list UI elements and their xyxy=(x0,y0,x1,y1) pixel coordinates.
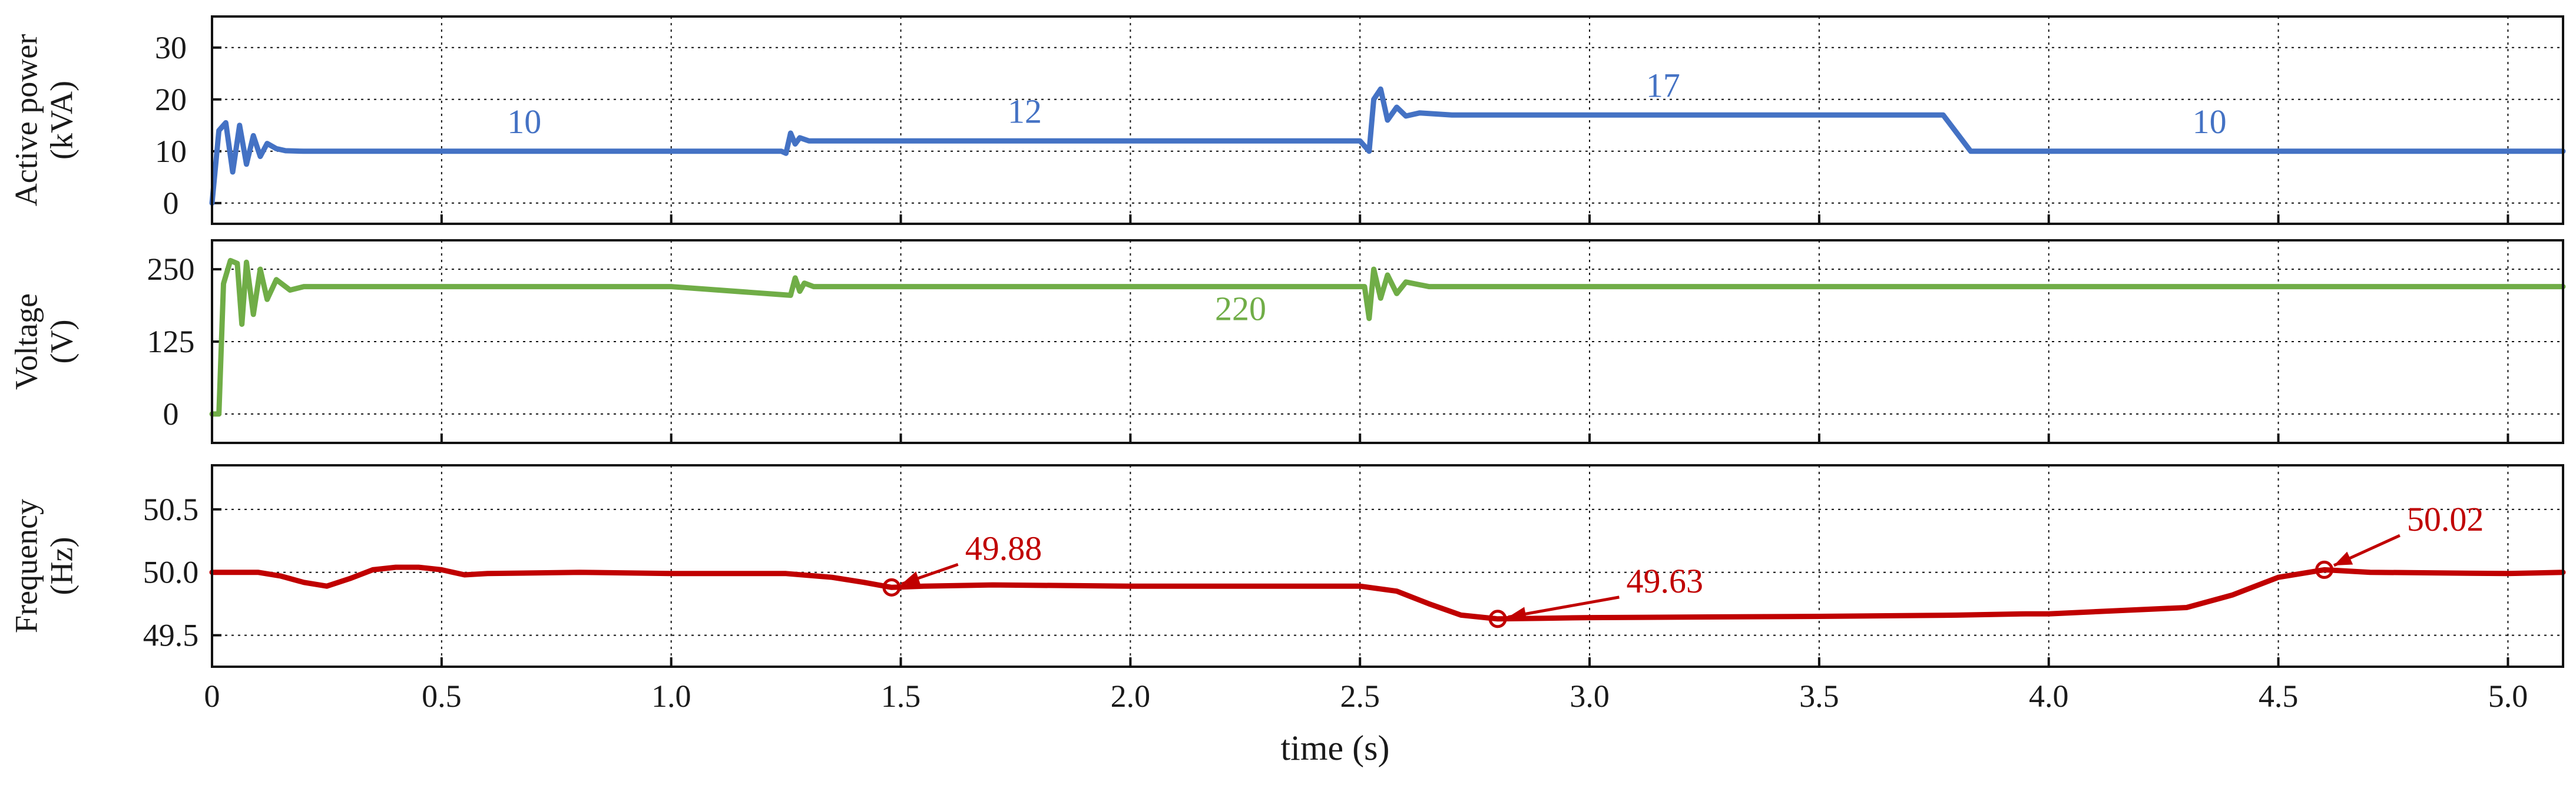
power-plot-frame xyxy=(211,15,2564,225)
frequency-marker-label: 49.63 xyxy=(1626,562,1703,600)
power-ytick-label: 20 xyxy=(155,82,187,117)
frequency-panel: 49.5 50.0 50.5 Frequency (Hz) 49.88 49.63 50.02 xyxy=(8,464,2566,668)
power-panel: 0 10 20 30 Active power (kVA) 10 12 17 10 xyxy=(8,15,2566,225)
voltage-value-annotation: 220 xyxy=(1215,290,1266,328)
power-ylabel-line: (kVA) xyxy=(44,81,79,160)
power-value-annotation: 10 xyxy=(2193,102,2227,141)
xtick-label: 0.5 xyxy=(422,679,462,714)
frequency-arrow-head xyxy=(1508,607,1527,621)
power-ylabel-line: Active power xyxy=(8,34,44,206)
xtick-label: 3.5 xyxy=(1799,679,1839,714)
frequency-ytick-label: 50.0 xyxy=(143,555,199,590)
frequency-marker-circle xyxy=(2315,560,2334,579)
xtick-label: 2.0 xyxy=(1111,679,1151,714)
power-series-line xyxy=(209,86,2566,206)
frequency-marker-circle xyxy=(1488,610,1507,628)
frequency-ytick-label: 49.5 xyxy=(143,618,199,653)
xtick-label: 0 xyxy=(204,679,220,714)
xtick-label: 3.0 xyxy=(1570,679,1610,714)
xtick-label: 2.5 xyxy=(1340,679,1380,714)
frequency-arrow-head xyxy=(901,571,921,585)
power-value-annotation: 12 xyxy=(1008,92,1042,130)
power-value-annotation: 10 xyxy=(507,102,541,141)
frequency-ylabel-line: (Hz) xyxy=(44,537,79,595)
frequency-marker-label: 50.02 xyxy=(2407,500,2484,538)
frequency-arrow-head xyxy=(2333,551,2353,565)
voltage-ytick-label: 250 xyxy=(147,251,195,287)
xtick-label: 1.0 xyxy=(651,679,691,714)
xtick-label: 4.0 xyxy=(2029,679,2069,714)
power-ytick-label: 0 xyxy=(163,186,179,221)
frequency-series-line xyxy=(209,564,2566,622)
voltage-ylabel-line: (V) xyxy=(44,320,79,364)
xtick-label: 5.0 xyxy=(2488,679,2528,714)
voltage-ytick-label: 125 xyxy=(147,324,195,359)
chart-panels: 0 10 20 30 Active power (kVA) 10 12 17 10 0 125 250 V… xyxy=(8,15,2566,668)
frequency-annotation-arrow xyxy=(1508,595,1620,619)
voltage-ylabel-line: Voltage xyxy=(8,293,44,390)
x-axis: 0 0.5 1.0 1.5 2.0 2.5 3.0 3.5 4.0 4.5 5.0 xyxy=(204,679,2528,714)
frequency-plot-frame xyxy=(211,464,2564,668)
voltage-plot-frame xyxy=(211,239,2564,444)
power-value-annotation: 17 xyxy=(1646,66,1680,104)
x-axis-label: time (s) xyxy=(1281,729,1390,767)
power-ytick-label: 10 xyxy=(155,134,187,169)
xtick-label: 4.5 xyxy=(2259,679,2299,714)
voltage-ytick-label: 0 xyxy=(163,396,179,432)
frequency-marker-circle xyxy=(882,578,901,597)
xtick-label: 1.5 xyxy=(881,679,921,714)
voltage-series-line xyxy=(209,257,2566,417)
power-ytick-label: 30 xyxy=(155,30,187,65)
frequency-marker-label: 49.88 xyxy=(965,529,1042,567)
voltage-panel: 0 125 250 Voltage (V) 220 xyxy=(8,239,2566,444)
frequency-ytick-label: 50.5 xyxy=(143,492,199,527)
frequency-ylabel-line: Frequency xyxy=(8,499,44,633)
